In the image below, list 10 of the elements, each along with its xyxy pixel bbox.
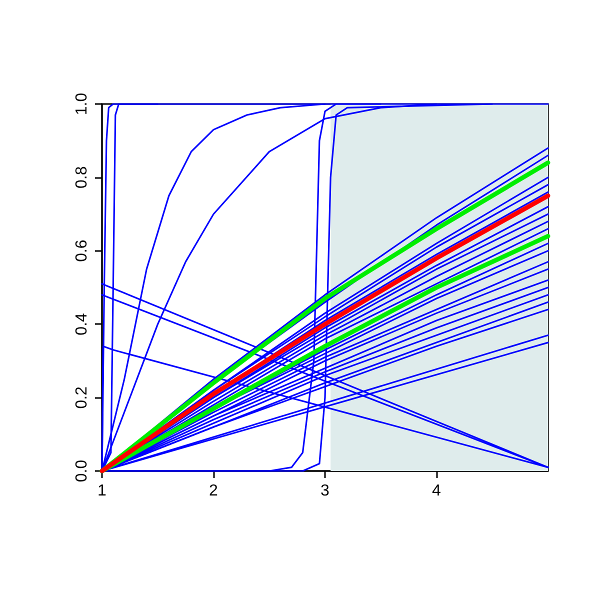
x-tick-label: 3 — [320, 482, 330, 500]
x-tick-label: 1 — [98, 482, 107, 500]
y-tick-label: 0.0 — [74, 460, 90, 482]
x-tick-label: 4 — [432, 482, 442, 500]
y-tick-label: 0.4 — [74, 312, 90, 336]
y-tick-label: 0.8 — [74, 166, 90, 189]
x-tick-label: 2 — [209, 482, 218, 500]
y-tick-label: 0.2 — [74, 386, 90, 409]
y-tick-label: 0.6 — [74, 240, 90, 262]
y-tick-label: 1.0 — [74, 92, 90, 116]
